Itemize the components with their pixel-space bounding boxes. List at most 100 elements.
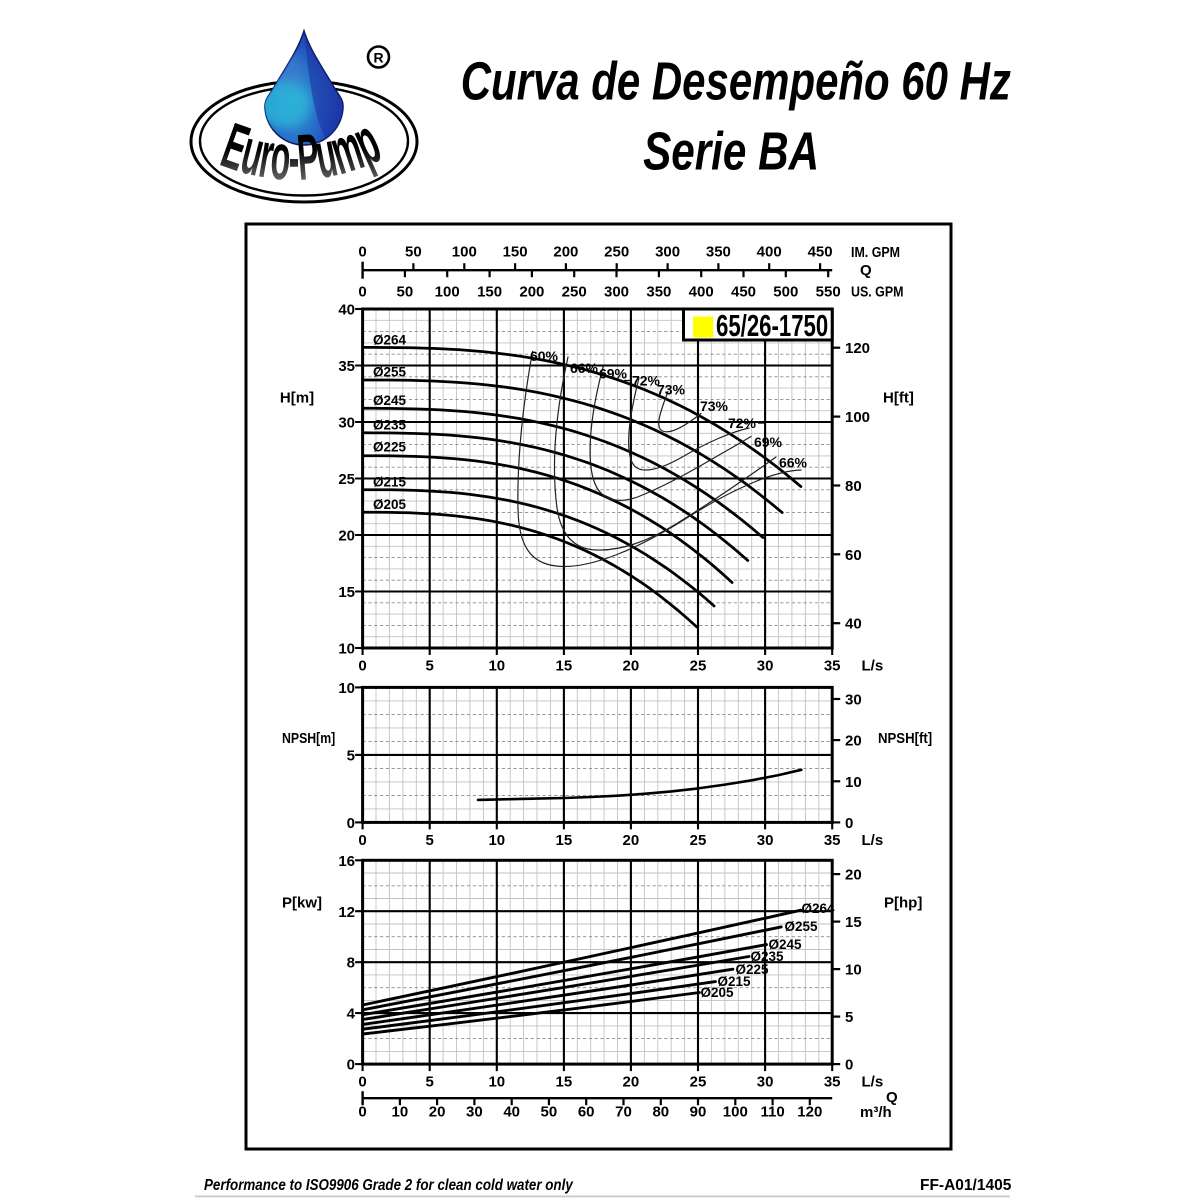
svg-text:16: 16 bbox=[338, 853, 355, 870]
svg-text:15: 15 bbox=[845, 914, 862, 931]
svg-text:350: 350 bbox=[646, 284, 671, 301]
svg-text:10: 10 bbox=[338, 641, 355, 658]
svg-text:10: 10 bbox=[338, 680, 355, 697]
svg-text:40: 40 bbox=[338, 302, 355, 319]
svg-text:5: 5 bbox=[845, 1009, 853, 1026]
svg-text:72%: 72% bbox=[632, 373, 661, 389]
svg-text:FF-A01/1405: FF-A01/1405 bbox=[920, 1177, 1012, 1194]
svg-text:200: 200 bbox=[519, 284, 544, 301]
svg-text:30: 30 bbox=[757, 658, 774, 675]
svg-text:120: 120 bbox=[797, 1104, 822, 1121]
svg-text:50: 50 bbox=[397, 284, 414, 301]
svg-text:H[ft]: H[ft] bbox=[883, 390, 914, 407]
svg-text:150: 150 bbox=[477, 284, 502, 301]
svg-text:300: 300 bbox=[604, 284, 629, 301]
svg-text:0: 0 bbox=[358, 284, 366, 301]
svg-text:35: 35 bbox=[338, 358, 355, 375]
svg-text:150: 150 bbox=[503, 244, 528, 261]
svg-text:350: 350 bbox=[706, 244, 731, 261]
svg-text:Ø205: Ø205 bbox=[373, 497, 407, 512]
svg-text:P[kw]: P[kw] bbox=[282, 895, 322, 912]
svg-text:Ø225: Ø225 bbox=[735, 962, 769, 977]
svg-text:60%: 60% bbox=[530, 348, 559, 364]
svg-text:80: 80 bbox=[845, 478, 862, 495]
svg-text:66%: 66% bbox=[779, 455, 808, 471]
svg-text:5: 5 bbox=[426, 658, 434, 675]
svg-text:500: 500 bbox=[773, 284, 798, 301]
svg-text:0: 0 bbox=[845, 815, 853, 832]
svg-text:100: 100 bbox=[452, 244, 477, 261]
svg-text:15: 15 bbox=[556, 832, 573, 849]
svg-text:0: 0 bbox=[347, 815, 355, 832]
svg-text:20: 20 bbox=[623, 1074, 640, 1091]
svg-text:0: 0 bbox=[358, 658, 366, 675]
svg-text:72%: 72% bbox=[728, 415, 757, 431]
svg-text:8: 8 bbox=[347, 955, 355, 972]
svg-text:73%: 73% bbox=[700, 398, 729, 414]
svg-text:30: 30 bbox=[757, 832, 774, 849]
svg-text:30: 30 bbox=[466, 1104, 483, 1121]
svg-text:110: 110 bbox=[760, 1104, 784, 1121]
svg-text:20: 20 bbox=[845, 733, 862, 750]
svg-text:10: 10 bbox=[488, 1074, 505, 1091]
svg-text:Serie BA: Serie BA bbox=[643, 122, 819, 182]
svg-text:20: 20 bbox=[338, 528, 355, 545]
svg-text:25: 25 bbox=[690, 1074, 707, 1091]
svg-text:20: 20 bbox=[845, 867, 862, 884]
svg-text:Performance to ISO9906 Grade 2: Performance to ISO9906 Grade 2 for clean… bbox=[204, 1177, 574, 1194]
svg-text:10: 10 bbox=[488, 658, 505, 675]
svg-text:20: 20 bbox=[623, 658, 640, 675]
svg-text:60: 60 bbox=[578, 1104, 595, 1121]
svg-text:30: 30 bbox=[845, 692, 862, 709]
svg-text:100: 100 bbox=[435, 284, 460, 301]
svg-text:m³/h: m³/h bbox=[860, 1104, 892, 1121]
svg-text:120: 120 bbox=[845, 340, 870, 357]
svg-text:25: 25 bbox=[338, 471, 355, 488]
svg-text:0: 0 bbox=[358, 1104, 366, 1121]
svg-text:Ø205: Ø205 bbox=[700, 985, 734, 1000]
svg-text:40: 40 bbox=[503, 1104, 520, 1121]
svg-text:10: 10 bbox=[392, 1104, 409, 1121]
svg-text:100: 100 bbox=[845, 409, 870, 426]
svg-text:90: 90 bbox=[690, 1104, 707, 1121]
svg-text:NPSH[ft]: NPSH[ft] bbox=[878, 729, 932, 746]
svg-text:20: 20 bbox=[429, 1104, 446, 1121]
svg-text:65/26-1750: 65/26-1750 bbox=[716, 308, 828, 342]
svg-text:Q: Q bbox=[860, 262, 872, 279]
svg-text:12: 12 bbox=[338, 904, 355, 921]
svg-text:L/s: L/s bbox=[862, 1074, 884, 1091]
svg-text:400: 400 bbox=[757, 244, 782, 261]
svg-text:35: 35 bbox=[824, 658, 841, 675]
svg-text:69%: 69% bbox=[754, 434, 783, 450]
svg-text:15: 15 bbox=[556, 1074, 573, 1091]
svg-text:25: 25 bbox=[690, 658, 707, 675]
svg-text:300: 300 bbox=[655, 244, 680, 261]
svg-text:30: 30 bbox=[757, 1074, 774, 1091]
svg-text:0: 0 bbox=[358, 1074, 366, 1091]
svg-text:70: 70 bbox=[615, 1104, 632, 1121]
svg-text:0: 0 bbox=[347, 1057, 355, 1074]
svg-text:0: 0 bbox=[358, 244, 366, 261]
svg-text:H[m]: H[m] bbox=[280, 390, 314, 407]
svg-text:250: 250 bbox=[562, 284, 587, 301]
svg-text:5: 5 bbox=[426, 1074, 434, 1091]
svg-text:4: 4 bbox=[347, 1006, 356, 1023]
svg-text:73%: 73% bbox=[657, 382, 686, 398]
svg-text:Ø245: Ø245 bbox=[373, 393, 407, 408]
svg-text:15: 15 bbox=[556, 658, 573, 675]
svg-text:69%: 69% bbox=[599, 366, 628, 382]
svg-text:550: 550 bbox=[816, 284, 841, 301]
svg-text:Ø235: Ø235 bbox=[750, 949, 784, 964]
svg-text:50: 50 bbox=[405, 244, 422, 261]
svg-text:250: 250 bbox=[604, 244, 629, 261]
svg-text:10: 10 bbox=[845, 774, 862, 791]
svg-text:Ø225: Ø225 bbox=[373, 440, 407, 455]
svg-text:400: 400 bbox=[689, 284, 714, 301]
svg-text:Ø235: Ø235 bbox=[373, 418, 407, 433]
svg-text:US. GPM: US. GPM bbox=[851, 283, 904, 299]
svg-text:L/s: L/s bbox=[862, 832, 884, 849]
svg-text:25: 25 bbox=[690, 832, 707, 849]
svg-text:IM. GPM: IM. GPM bbox=[851, 244, 900, 260]
svg-text:50: 50 bbox=[541, 1104, 558, 1121]
svg-text:Ø215: Ø215 bbox=[717, 974, 751, 989]
